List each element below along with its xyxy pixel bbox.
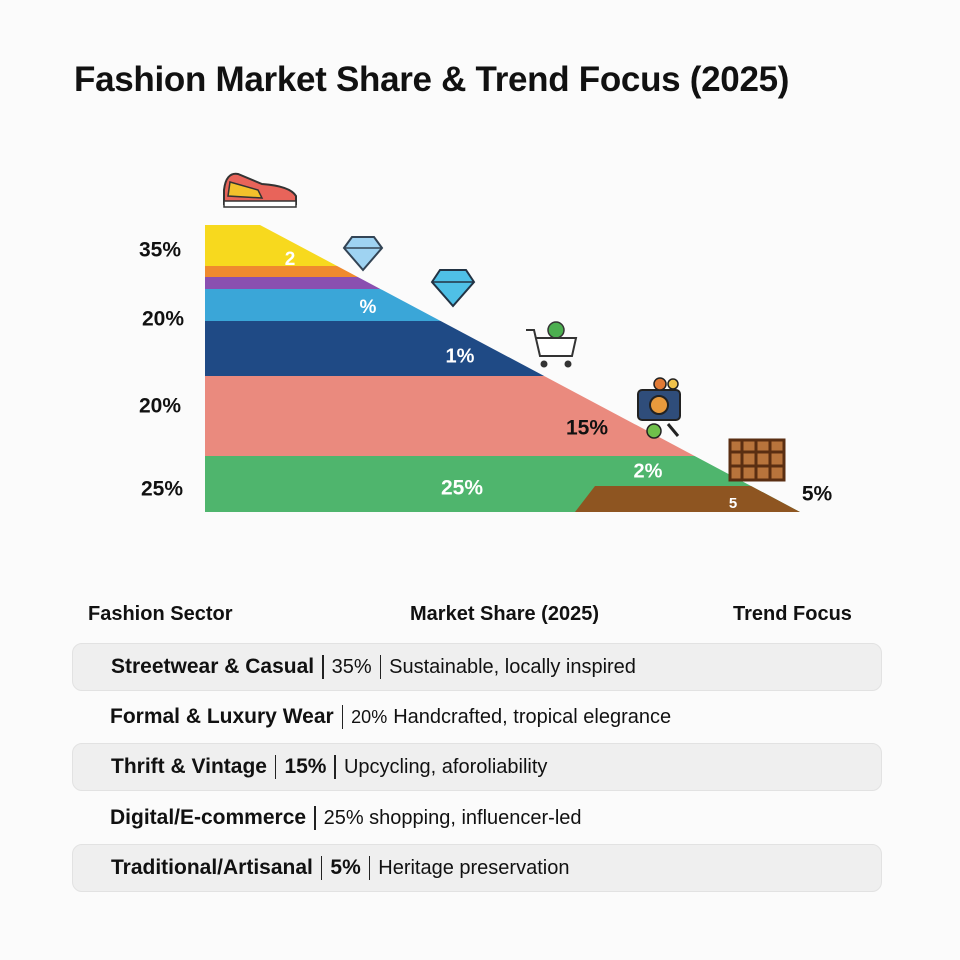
table-row: Digital/E-commerce 25% shopping, influen… bbox=[72, 794, 882, 842]
band-label: 2% bbox=[634, 460, 663, 482]
trend: Upcycling, aforoliability bbox=[343, 755, 548, 778]
band bbox=[205, 277, 800, 289]
sector: Streetwear & Casual bbox=[111, 655, 315, 678]
left-label: 20% bbox=[142, 308, 184, 331]
band-label: 15% bbox=[566, 417, 608, 440]
separator bbox=[320, 856, 323, 880]
band-label: % bbox=[360, 297, 377, 318]
share: 20% bbox=[351, 706, 388, 727]
table-row: Formal & Luxury Wear 20% Handcrafted, tr… bbox=[72, 693, 882, 741]
band-label: 25% bbox=[441, 477, 483, 500]
cart-icon bbox=[526, 321, 578, 368]
sector: Formal & Luxury Wear bbox=[110, 705, 334, 728]
separator bbox=[274, 755, 277, 779]
shoe-icon bbox=[223, 172, 297, 208]
diamond-icon bbox=[430, 269, 476, 308]
share: 35% bbox=[331, 655, 372, 678]
left-label: 25% bbox=[141, 478, 183, 501]
trend: Sustainable, locally inspired bbox=[389, 655, 636, 678]
band bbox=[205, 321, 800, 376]
band bbox=[575, 486, 800, 512]
share-and-trend: 25% shopping, influencer-led bbox=[323, 806, 582, 829]
column-header: Fashion Sector bbox=[88, 603, 233, 625]
trend: Handcrafted, tropical elegrance bbox=[393, 705, 672, 728]
share: 5% bbox=[330, 856, 361, 879]
left-label: 20% bbox=[139, 395, 181, 418]
column-header: Trend Focus bbox=[733, 603, 852, 625]
table-row: Streetwear & Casual 35% Sustainable, loc… bbox=[72, 643, 882, 691]
diamond-icon bbox=[342, 236, 384, 272]
band-label: 2 bbox=[285, 249, 296, 270]
title: Fashion Market Share & Trend Focus (2025… bbox=[74, 60, 790, 99]
separator bbox=[314, 806, 316, 830]
separator bbox=[334, 755, 336, 779]
camera-icon bbox=[637, 377, 681, 439]
left-label: 35% bbox=[139, 239, 181, 262]
table-row: Traditional/Artisanal 5% Heritage preser… bbox=[72, 844, 882, 892]
column-header: Market Share (2025) bbox=[410, 603, 599, 625]
table-row: Thrift & Vintage 15% Upcycling, aforolia… bbox=[72, 743, 882, 791]
right-label: 5% bbox=[802, 483, 833, 506]
sector: Thrift & Vintage bbox=[111, 755, 267, 778]
separator bbox=[322, 655, 324, 679]
separator bbox=[379, 655, 382, 679]
band bbox=[205, 289, 800, 321]
share: 15% bbox=[284, 755, 327, 778]
loom-icon bbox=[728, 438, 786, 482]
band-label: 5 bbox=[729, 495, 737, 512]
band-label: 1% bbox=[446, 345, 475, 367]
band bbox=[205, 376, 800, 456]
sector: Digital/E-commerce bbox=[110, 806, 307, 829]
separator bbox=[341, 705, 344, 729]
trend: Heritage preservation bbox=[378, 856, 570, 879]
separator bbox=[368, 856, 371, 880]
sector: Traditional/Artisanal bbox=[111, 856, 313, 879]
